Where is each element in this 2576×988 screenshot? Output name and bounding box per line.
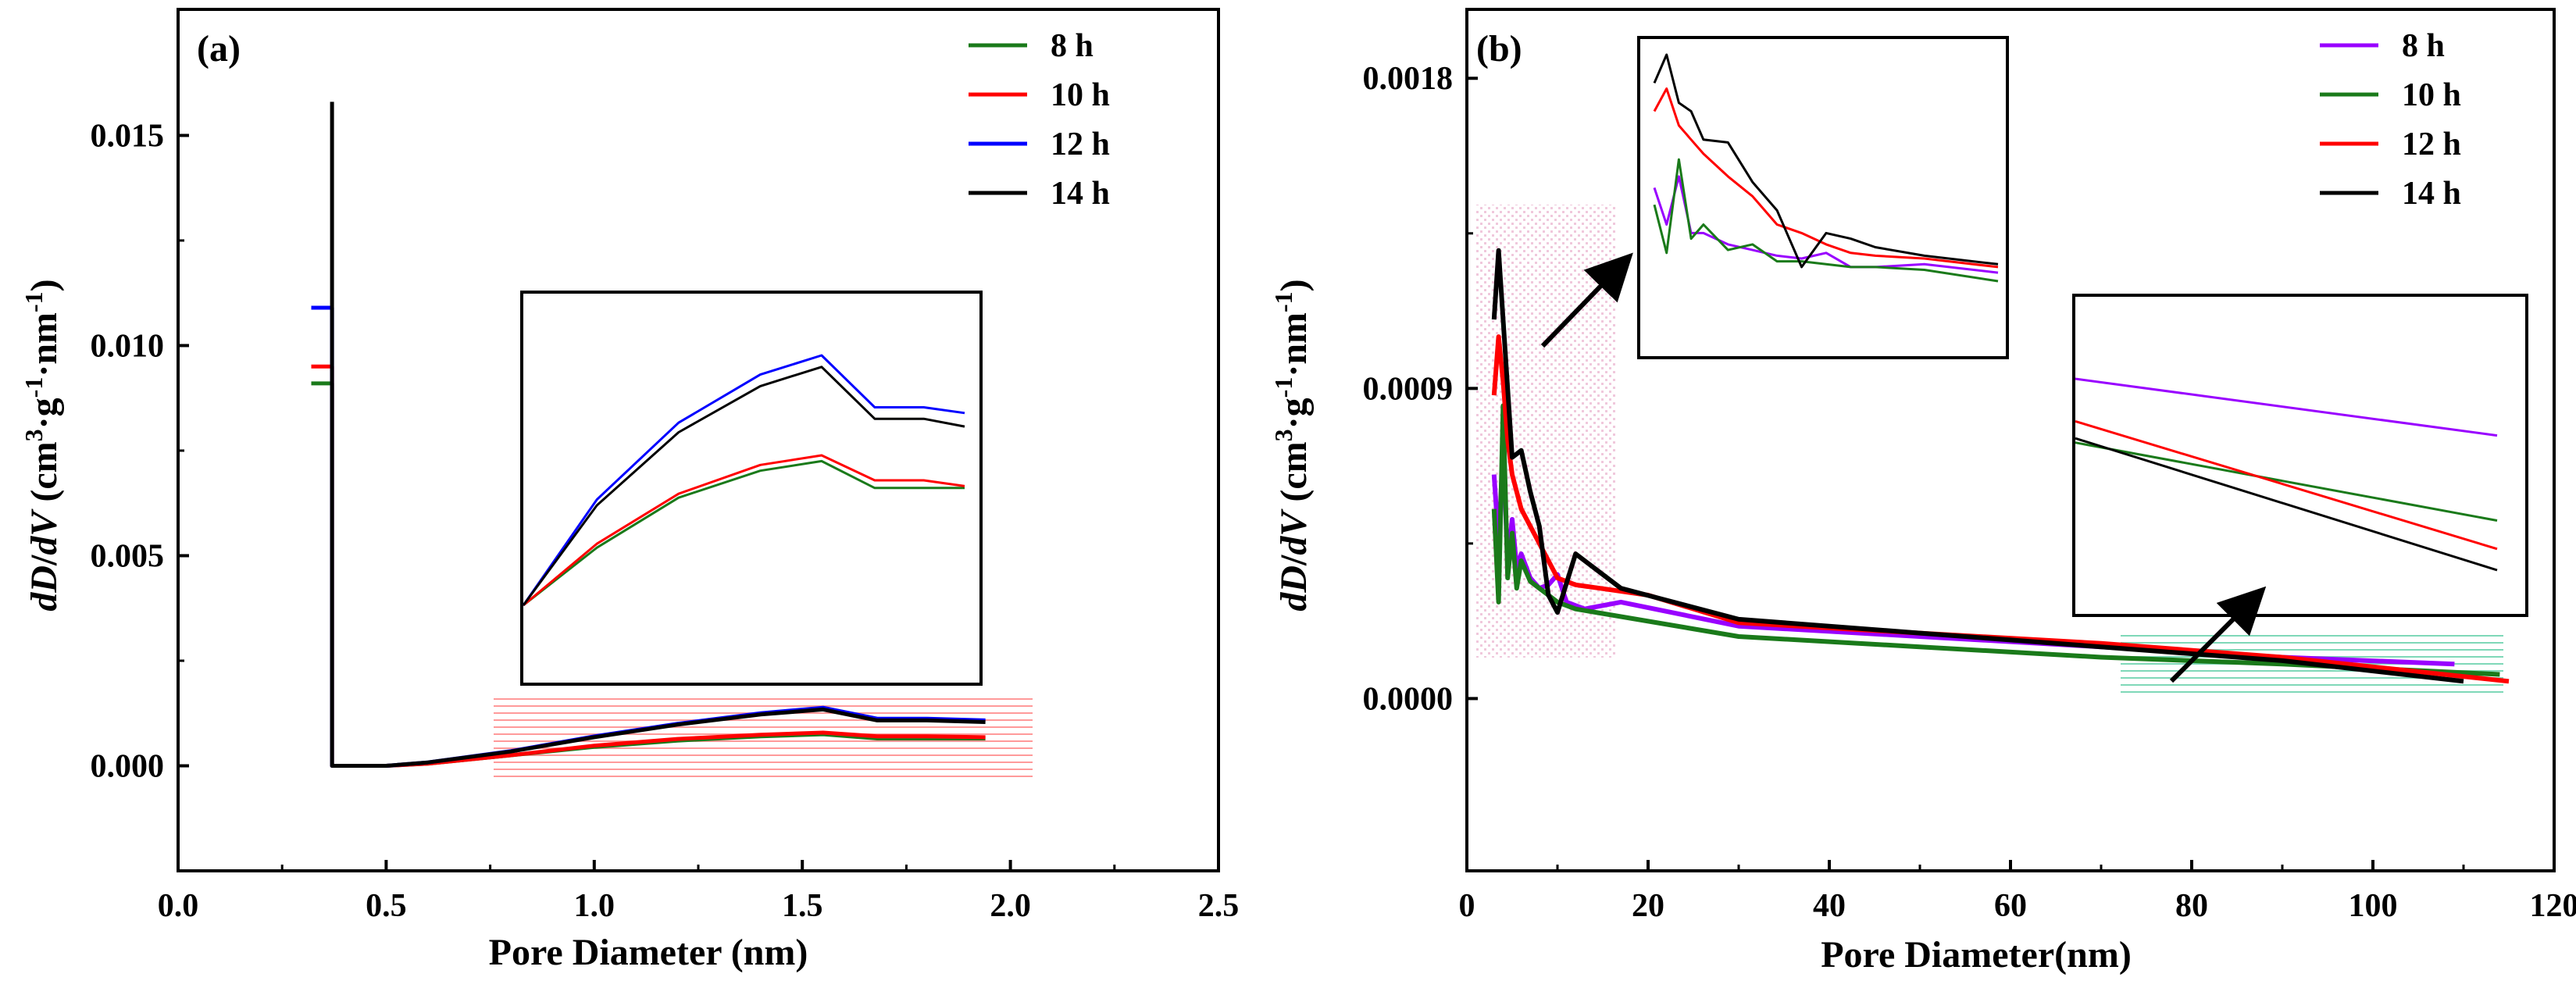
x-tick-label: 80	[2175, 888, 2208, 924]
x-axis-title-a: Pore Diameter (nm)	[489, 932, 808, 973]
legend-label: 12 h	[2402, 127, 2461, 162]
inset-b-left	[1639, 37, 2007, 358]
y-tick-label: 0.0018	[1363, 61, 1454, 97]
panel-label-a: (a)	[197, 28, 241, 70]
legend-label: 14 h	[1051, 176, 1110, 212]
x-tick-label: 20	[1632, 888, 1664, 924]
y-tick-label: 0.010	[91, 328, 165, 364]
legend-label: 8 h	[2402, 28, 2445, 64]
x-tick-label: 1.0	[574, 888, 615, 924]
panel-b: 0 20 40 60 80 100 120 0.0000 0.0009 0.0018 (b) 8 …	[1269, 9, 2576, 976]
x-tick-label: 120	[2530, 888, 2576, 924]
legend-label: 12 h	[1051, 127, 1110, 162]
inset-b-right	[2074, 295, 2527, 615]
x-axis-title-b: Pore Diameter(nm)	[1821, 934, 2132, 976]
y-tick-label: 0.0000	[1363, 681, 1454, 717]
y-axis-title-b: dD/dV (cm3·g-1·nm-1)	[1269, 279, 1315, 611]
x-tick-label: 100	[2349, 888, 2398, 924]
legend-label: 14 h	[2402, 176, 2461, 212]
legend-label: 10 h	[2402, 77, 2461, 113]
x-tick-label: 0.5	[366, 888, 407, 924]
inset-a	[522, 292, 981, 684]
y-tick-label: 0.000	[91, 748, 165, 784]
y-tick-label: 0.015	[91, 118, 165, 154]
legend-b: 8 h 10 h 12 h 14 h	[2320, 28, 2461, 212]
x-tick-label: 2.5	[1198, 888, 1240, 924]
x-tick-label: 40	[1813, 888, 1846, 924]
panel-a: 0.0 0.5 1.0 1.5 2.0 2.5 0.000 0.005 0.010 0.015 (…	[20, 9, 1239, 973]
x-tick-label: 0	[1459, 888, 1475, 924]
x-tick-label: 1.5	[782, 888, 823, 924]
legend-a: 8 h 10 h 12 h 14 h	[969, 28, 1110, 212]
y-tick-label: 0.0009	[1363, 371, 1454, 407]
y-axis-title-a: dD/dV (cm3·g-1·nm-1)	[20, 279, 65, 611]
x-tick-label: 60	[1994, 888, 2027, 924]
y-tick-label: 0.005	[91, 538, 165, 574]
x-tick-label: 0.0	[158, 888, 199, 924]
legend-label: 8 h	[1051, 28, 1094, 64]
panel-label-b: (b)	[1476, 28, 1522, 70]
x-tick-label: 2.0	[990, 888, 1031, 924]
legend-label: 10 h	[1051, 77, 1110, 113]
